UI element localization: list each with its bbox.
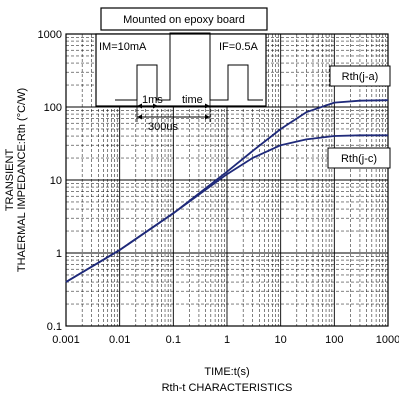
rth-ja-label-box (329, 65, 391, 87)
rth-ja-label: Rth(j-a) (342, 71, 379, 83)
inset-pulse-waveform (115, 32, 263, 101)
y-tick-label: 10 (50, 175, 62, 187)
y-tick-labels: 0.1 1 10 100 1000 (38, 29, 62, 333)
rth-jc-label: Rth(j-c) (341, 153, 377, 165)
series-lines (65, 99, 389, 283)
y-tick-label: 100 (44, 102, 62, 114)
x-tick-label: 10 (275, 334, 287, 346)
x-tick-label: 0.01 (109, 334, 130, 346)
chart-title: Rth-t CHARACTERISTICS (162, 382, 293, 394)
inset-box (95, 33, 267, 107)
inset-300us-label: 300us (148, 121, 178, 133)
x-tick-label: 100 (325, 334, 343, 346)
inset-title: Mounted on epoxy board (123, 14, 245, 26)
series-rth-jc-line (65, 134, 388, 283)
y-tick-label: 1 (56, 248, 62, 260)
y-axis-label-line2: THAERMAL IMPEDANCE:Rth (°C/W) (16, 88, 28, 272)
inset-diagram: Mounted on epoxy board IM=10mA IF=0.5A 1… (95, 7, 268, 133)
rth-jc-label-box (327, 147, 391, 169)
inset-if-label: IF=0.5A (219, 41, 258, 53)
inset-1ms-label: 1ms (142, 94, 163, 106)
y-axis-label-line1: TRANSIENT (4, 149, 16, 212)
x-tick-label: 1000 (376, 334, 399, 346)
x-tick-label: 0.001 (52, 334, 80, 346)
x-tick-label: 0.1 (166, 334, 181, 346)
x-tick-labels: 0.001 0.01 0.1 1 10 100 1000 (52, 334, 399, 346)
inset-time-label: time (182, 94, 203, 106)
y-tick-label: 0.1 (47, 321, 62, 333)
y-tick-label: 1000 (38, 29, 62, 41)
inset-im-label: IM=10mA (99, 41, 147, 53)
inset-title-box (100, 7, 268, 31)
x-tick-label: 1 (224, 334, 230, 346)
x-axis-label: TIME:t(s) (204, 366, 249, 378)
